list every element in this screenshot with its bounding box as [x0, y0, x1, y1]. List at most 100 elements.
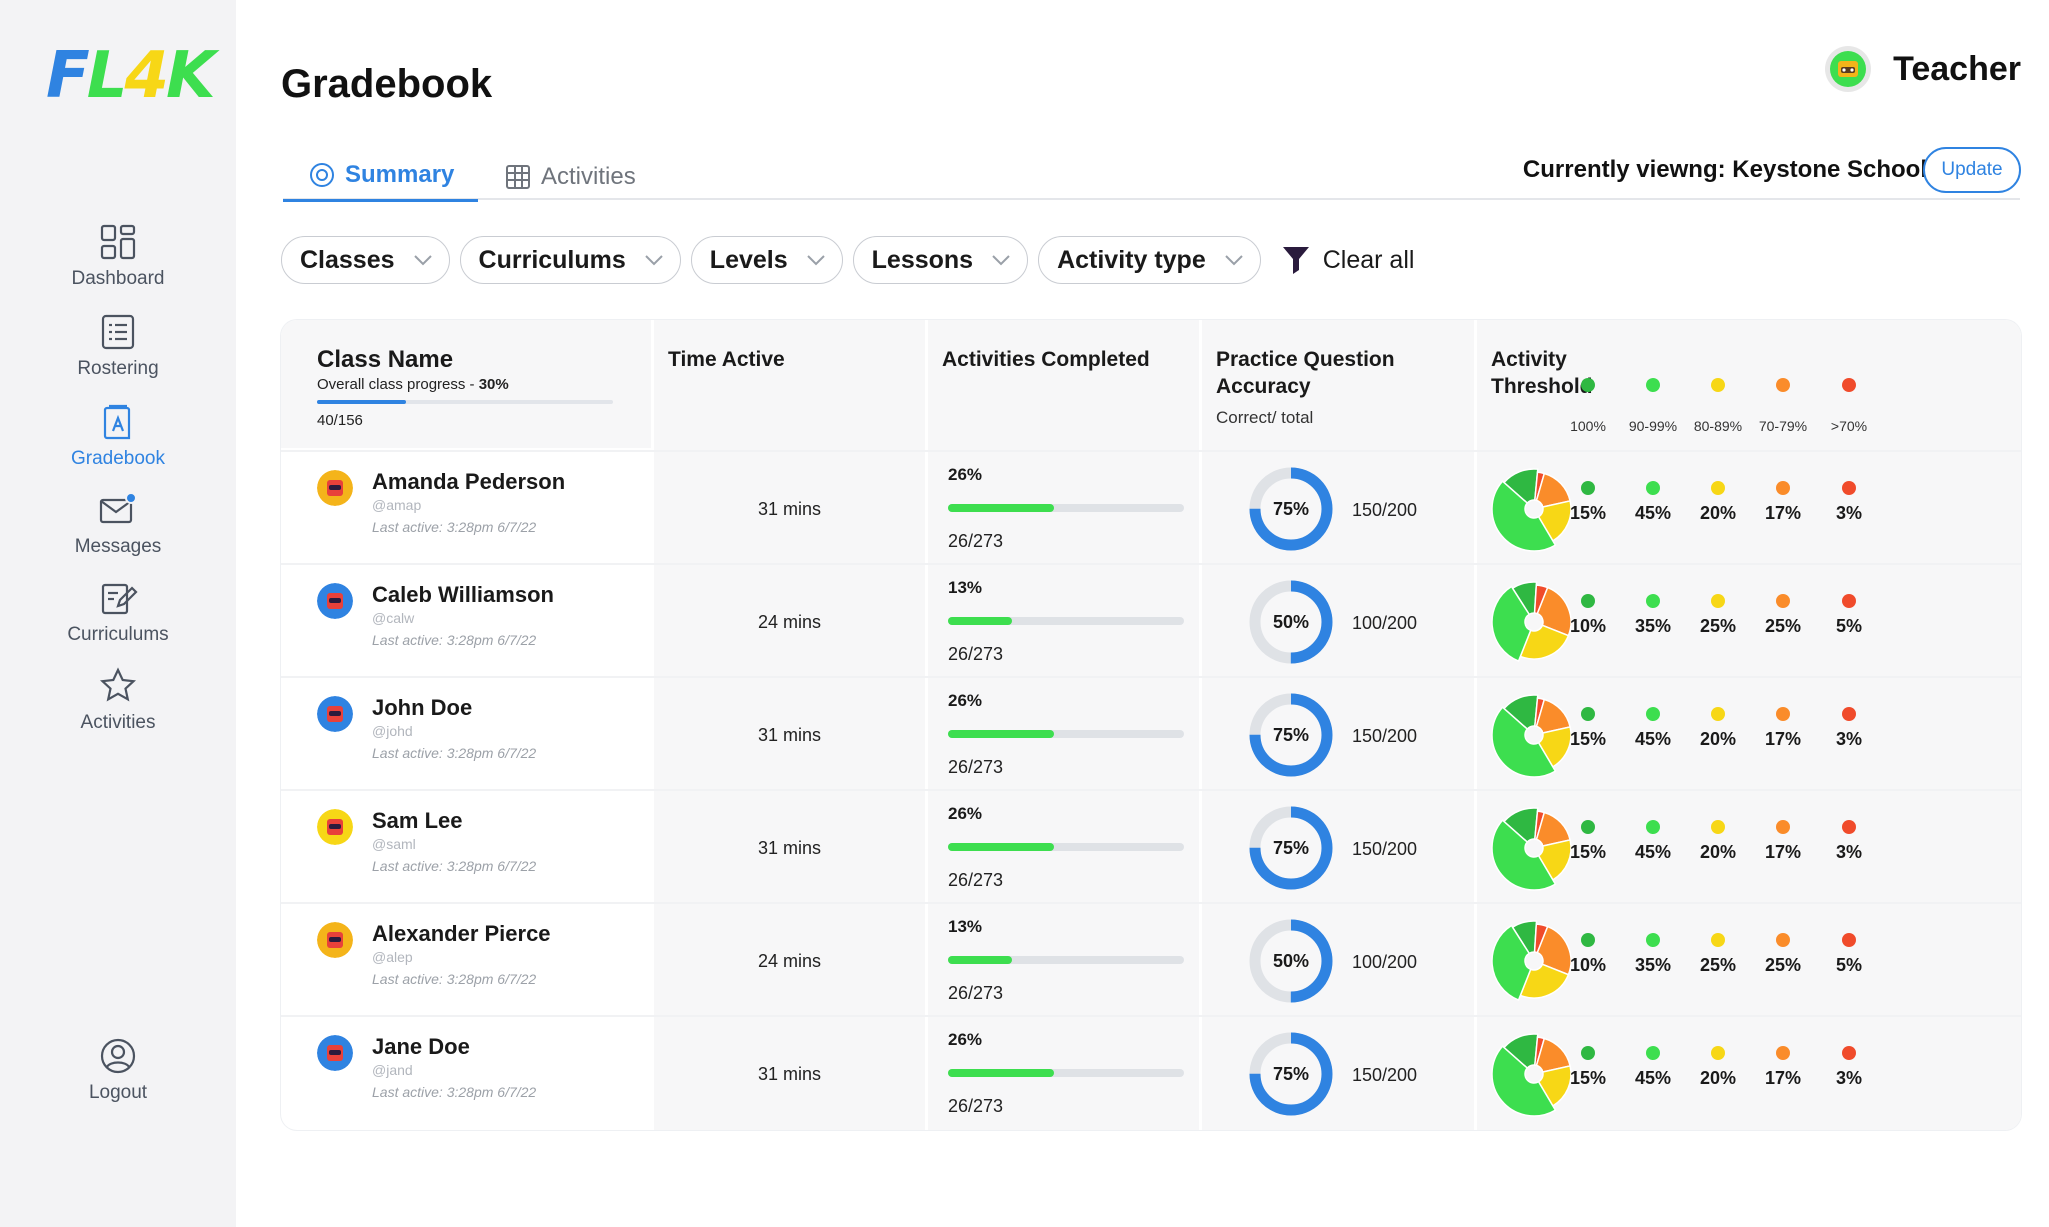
student-handle: @jand	[372, 1062, 413, 1078]
tab-label: Activities	[541, 163, 636, 190]
student-avatar-icon	[317, 583, 353, 619]
filter-classes[interactable]: Classes	[281, 236, 450, 284]
accuracy-header-line2: Accuracy	[1216, 375, 1311, 398]
class-progress-count: 40/156	[317, 412, 363, 429]
activities-progress-fill	[948, 1069, 1055, 1077]
threshold-band-dot	[1711, 378, 1725, 392]
activities-progress-bar	[948, 1069, 1184, 1077]
activities-percent: 26%	[948, 465, 983, 484]
sidebar-item-messages[interactable]: Messages	[0, 490, 236, 558]
threshold-band-label: 70-79%	[1758, 418, 1808, 434]
threshold-dot	[1581, 707, 1595, 721]
student-avatar-icon	[317, 809, 353, 845]
avatar	[1825, 46, 1872, 92]
threshold-slice	[1511, 920, 1538, 955]
logout-button[interactable]: Logout	[0, 1036, 236, 1104]
threshold-pie	[1491, 581, 1572, 663]
sidebar-item-label: Rostering	[77, 358, 159, 379]
filter-activity-type[interactable]: Activity type	[1038, 236, 1261, 284]
last-active: Last active: 3:28pm 6/7/22	[372, 745, 537, 761]
threshold-dot	[1646, 933, 1660, 947]
threshold-slice	[1535, 811, 1572, 847]
logout-label: Logout	[88, 1082, 148, 1103]
threshold-slice	[1502, 468, 1539, 505]
clear-all-button[interactable]: Clear all	[1281, 244, 1415, 276]
chevron-down-icon	[413, 255, 432, 266]
threshold-dot	[1842, 933, 1856, 947]
user-menu[interactable]: Teacher	[1825, 46, 2021, 92]
threshold-dot	[1842, 594, 1856, 608]
user-name: Teacher	[1893, 49, 2021, 88]
threshold-value: 25%	[1699, 616, 1737, 636]
threshold-value: 35%	[1634, 616, 1672, 636]
student-row[interactable]: John Doe @johd Last active: 3:28pm 6/7/22	[281, 679, 651, 792]
tab-bar: Summary Activities	[283, 150, 2020, 202]
activities-completed-header-cell: Activities Completed	[928, 320, 1199, 448]
clear-all-label: Clear all	[1322, 245, 1415, 274]
tab-activities[interactable]: Activities	[505, 156, 636, 198]
activities-progress-bar	[948, 504, 1184, 512]
time-active-cell: 31 mins	[654, 792, 925, 905]
student-row[interactable]: Sam Lee @saml Last active: 3:28pm 6/7/22	[281, 792, 651, 905]
threshold-slice	[1519, 963, 1570, 999]
filter-label: Lessons	[871, 245, 974, 274]
viewing-school: Currently viewng: Keystone School	[1522, 156, 1927, 183]
student-handle: @calw	[372, 610, 415, 626]
threshold-slice	[1537, 1065, 1572, 1107]
threshold-dot	[1711, 707, 1725, 721]
tab-summary[interactable]: Summary	[283, 156, 479, 202]
threshold-value: 45%	[1634, 1068, 1672, 1088]
row-divider	[281, 563, 2021, 565]
sidebar-item-activities[interactable]: Activities	[0, 666, 236, 734]
threshold-slice	[1536, 925, 1572, 976]
threshold-value: 15%	[1569, 503, 1607, 523]
filter-levels[interactable]: Levels	[690, 236, 843, 284]
threshold-cell: 10% 35% 25% 25% 5%	[1477, 566, 2021, 679]
student-name: Amanda Pederson	[372, 469, 566, 494]
activities-progress-fill	[948, 617, 1012, 625]
donut-label: 75%	[1273, 725, 1309, 745]
filter-curriculums[interactable]: Curriculums	[459, 236, 681, 284]
student-row[interactable]: Caleb Williamson @calw Last active: 3:28pm…	[281, 566, 651, 679]
row-divider	[281, 676, 2021, 678]
sidebar-item-gradebook[interactable]: Gradebook	[0, 402, 236, 470]
student-name: Alexander Pierce	[372, 921, 551, 946]
last-active: Last active: 3:28pm 6/7/22	[372, 971, 537, 987]
filter-lessons[interactable]: Lessons	[852, 236, 1029, 284]
threshold-cell: 10% 35% 25% 25% 5%	[1477, 905, 2021, 1018]
student-row[interactable]: Alexander Pierce @alep Last active: 3:28pm…	[281, 905, 651, 1018]
student-row[interactable]: Jane Doe @jand Last active: 3:28pm 6/7/22	[281, 1018, 651, 1130]
threshold-band-dot	[1646, 378, 1660, 392]
accuracy-cell: 75% 150/200	[1202, 453, 1474, 566]
threshold-dot	[1776, 594, 1790, 608]
sidebar-item-dashboard[interactable]: Dashboard	[0, 222, 236, 290]
threshold-slice	[1537, 839, 1572, 881]
accuracy-count: 100/200	[1352, 952, 1418, 972]
chevron-down-icon	[1225, 255, 1243, 266]
threshold-dot	[1842, 820, 1856, 834]
sidebar-item-curriculums[interactable]: Curriculums	[0, 578, 236, 646]
threshold-dot	[1646, 820, 1660, 834]
threshold-value: 45%	[1634, 503, 1672, 523]
filter-label: Classes	[300, 245, 395, 274]
threshold-dot	[1581, 594, 1595, 608]
student-row[interactable]: Amanda Pederson @amap Last active: 3:28pm …	[281, 453, 651, 566]
student-name: Sam Lee	[372, 808, 463, 833]
threshold-dot	[1646, 481, 1660, 495]
filter-label: Levels	[709, 245, 788, 274]
student-avatar-icon	[317, 696, 353, 732]
time-active-value: 24 mins	[757, 951, 822, 971]
chevron-down-icon	[992, 255, 1010, 266]
threshold-value: 15%	[1569, 1068, 1607, 1088]
update-button[interactable]: Update	[1923, 147, 2021, 193]
app-logo[interactable]: FL4K	[46, 44, 216, 108]
sidebar-item-rostering[interactable]: Rostering	[0, 312, 236, 380]
threshold-header-line1: Activity	[1491, 348, 1567, 371]
threshold-cell: 15% 45% 20% 17% 3%	[1477, 792, 2021, 905]
threshold-value: 20%	[1699, 1068, 1737, 1088]
class-name-header: Class Name	[317, 346, 454, 373]
accuracy-count: 150/200	[1352, 839, 1418, 859]
threshold-dot	[1842, 481, 1856, 495]
threshold-band-label: 100%	[1570, 418, 1606, 434]
activities-progress-fill	[948, 843, 1055, 851]
